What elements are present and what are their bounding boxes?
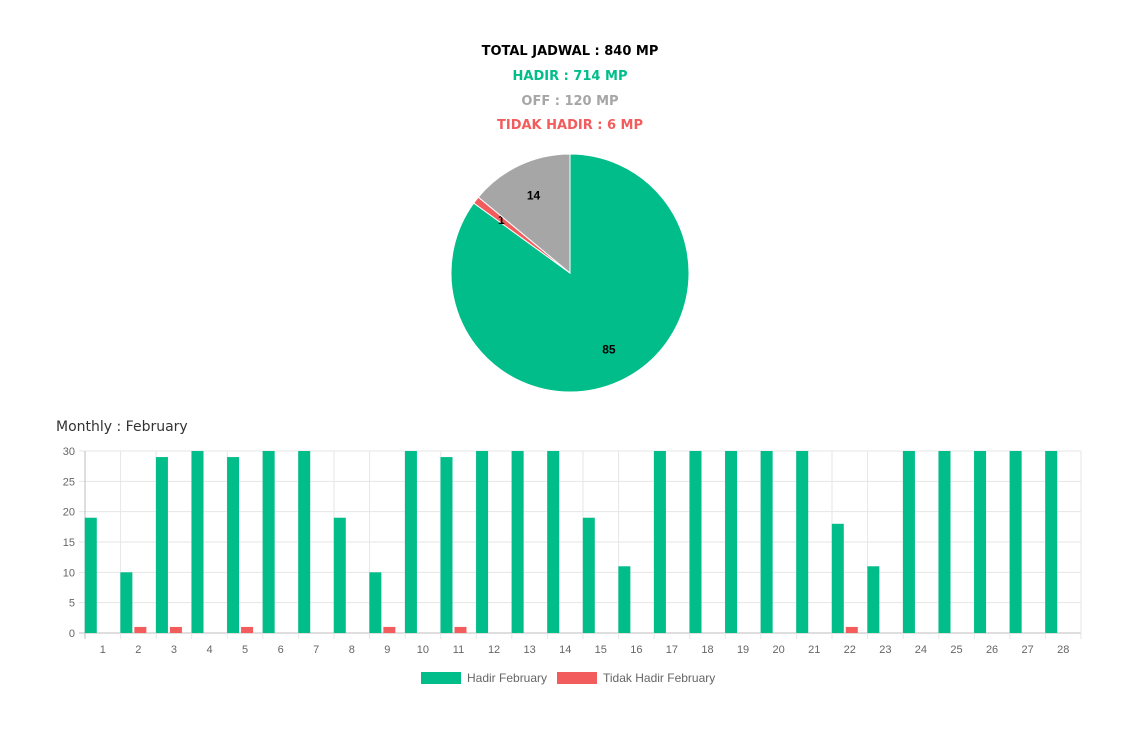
x-tick-label: 25 bbox=[950, 644, 962, 656]
x-tick-label: 15 bbox=[595, 644, 607, 656]
x-tick-label: 20 bbox=[773, 644, 785, 656]
x-tick-label: 7 bbox=[313, 644, 319, 656]
bar-hadir[interactable] bbox=[725, 451, 738, 633]
x-tick-label: 16 bbox=[630, 644, 642, 656]
legend-label[interactable]: Tidak Hadir February bbox=[603, 671, 715, 685]
bar-hadir[interactable] bbox=[547, 451, 560, 633]
bar-hadir[interactable] bbox=[831, 523, 844, 633]
bar-hadir[interactable] bbox=[369, 572, 382, 633]
legend-swatch[interactable] bbox=[557, 672, 597, 684]
bar-hadir[interactable] bbox=[155, 457, 168, 633]
pie-slice-label: 85 bbox=[602, 342, 616, 356]
x-tick-label: 24 bbox=[915, 644, 927, 656]
bar-hadir[interactable] bbox=[618, 566, 631, 633]
bar-tidak-hadir[interactable] bbox=[383, 626, 396, 633]
x-tick-label: 8 bbox=[349, 644, 355, 656]
y-tick-label: 25 bbox=[63, 476, 75, 488]
total-jadwal-label: TOTAL JADWAL : 840 MP bbox=[481, 44, 659, 59]
x-tick-label: 2 bbox=[135, 644, 141, 656]
bar-hadir[interactable] bbox=[262, 451, 275, 633]
x-tick-label: 18 bbox=[701, 644, 713, 656]
bar-hadir[interactable] bbox=[582, 517, 595, 633]
bar-hadir[interactable] bbox=[511, 451, 524, 633]
bar-hadir[interactable] bbox=[1009, 451, 1022, 633]
y-tick-label: 5 bbox=[69, 598, 75, 610]
bar-hadir[interactable] bbox=[333, 517, 346, 633]
bar-hadir[interactable] bbox=[298, 451, 311, 633]
bar-hadir[interactable] bbox=[476, 451, 489, 633]
bar-hadir[interactable] bbox=[938, 451, 951, 633]
x-tick-label: 14 bbox=[559, 644, 571, 656]
bar-hadir[interactable] bbox=[689, 451, 702, 633]
x-tick-label: 6 bbox=[278, 644, 284, 656]
monthly-chart-title: Monthly : February bbox=[56, 419, 188, 435]
x-tick-label: 23 bbox=[879, 644, 891, 656]
x-tick-label: 1 bbox=[100, 644, 106, 656]
bar-hadir[interactable] bbox=[404, 451, 417, 633]
x-tick-label: 28 bbox=[1057, 644, 1069, 656]
x-tick-label: 13 bbox=[524, 644, 536, 656]
bar-tidak-hadir[interactable] bbox=[454, 626, 467, 633]
bar-hadir[interactable] bbox=[84, 517, 97, 633]
x-tick-label: 21 bbox=[808, 644, 820, 656]
pie-slice-label: 1 bbox=[498, 213, 505, 227]
hadir-label: HADIR : 714 MP bbox=[512, 69, 628, 84]
x-tick-label: 11 bbox=[453, 644, 464, 656]
bar-hadir[interactable] bbox=[440, 457, 453, 633]
legend-swatch[interactable] bbox=[421, 672, 461, 684]
x-tick-label: 3 bbox=[171, 644, 177, 656]
x-tick-label: 26 bbox=[986, 644, 998, 656]
y-tick-label: 0 bbox=[69, 628, 75, 640]
bar-hadir[interactable] bbox=[902, 451, 915, 633]
bar-hadir[interactable] bbox=[227, 457, 240, 633]
x-tick-label: 27 bbox=[1022, 644, 1034, 656]
y-tick-label: 30 bbox=[63, 446, 75, 458]
pie-slice[interactable] bbox=[477, 153, 571, 275]
bar-hadir[interactable] bbox=[760, 451, 773, 633]
bar-tidak-hadir[interactable] bbox=[241, 626, 254, 633]
bar-hadir[interactable] bbox=[120, 572, 133, 633]
x-tick-label: 4 bbox=[206, 644, 212, 656]
pie-slice-label: 14 bbox=[527, 188, 541, 202]
y-tick-label: 10 bbox=[63, 567, 75, 579]
x-tick-label: 17 bbox=[666, 644, 678, 656]
tidak-hadir-label: TIDAK HADIR : 6 MP bbox=[496, 118, 644, 133]
bar-hadir[interactable] bbox=[974, 451, 987, 633]
bar-hadir[interactable] bbox=[1045, 451, 1058, 633]
attendance-pie-chart: 85 1 14 bbox=[450, 153, 690, 393]
off-label: OFF : 120 MP bbox=[521, 94, 619, 109]
x-tick-label: 5 bbox=[242, 644, 248, 656]
legend-label[interactable]: Hadir February bbox=[467, 671, 547, 685]
x-tick-label: 10 bbox=[417, 644, 429, 656]
y-tick-label: 20 bbox=[63, 507, 75, 519]
x-tick-label: 19 bbox=[737, 644, 749, 656]
x-tick-label: 22 bbox=[844, 644, 856, 656]
x-tick-label: 12 bbox=[488, 644, 500, 656]
x-tick-label: 9 bbox=[384, 644, 390, 656]
y-tick-label: 15 bbox=[63, 537, 75, 549]
bar-hadir[interactable] bbox=[653, 451, 666, 633]
bar-tidak-hadir[interactable] bbox=[845, 626, 858, 633]
bar-hadir[interactable] bbox=[796, 451, 809, 633]
bar-hadir[interactable] bbox=[191, 451, 204, 633]
bar-tidak-hadir[interactable] bbox=[134, 626, 147, 633]
bar-tidak-hadir[interactable] bbox=[169, 626, 182, 633]
bar-hadir[interactable] bbox=[867, 566, 880, 633]
